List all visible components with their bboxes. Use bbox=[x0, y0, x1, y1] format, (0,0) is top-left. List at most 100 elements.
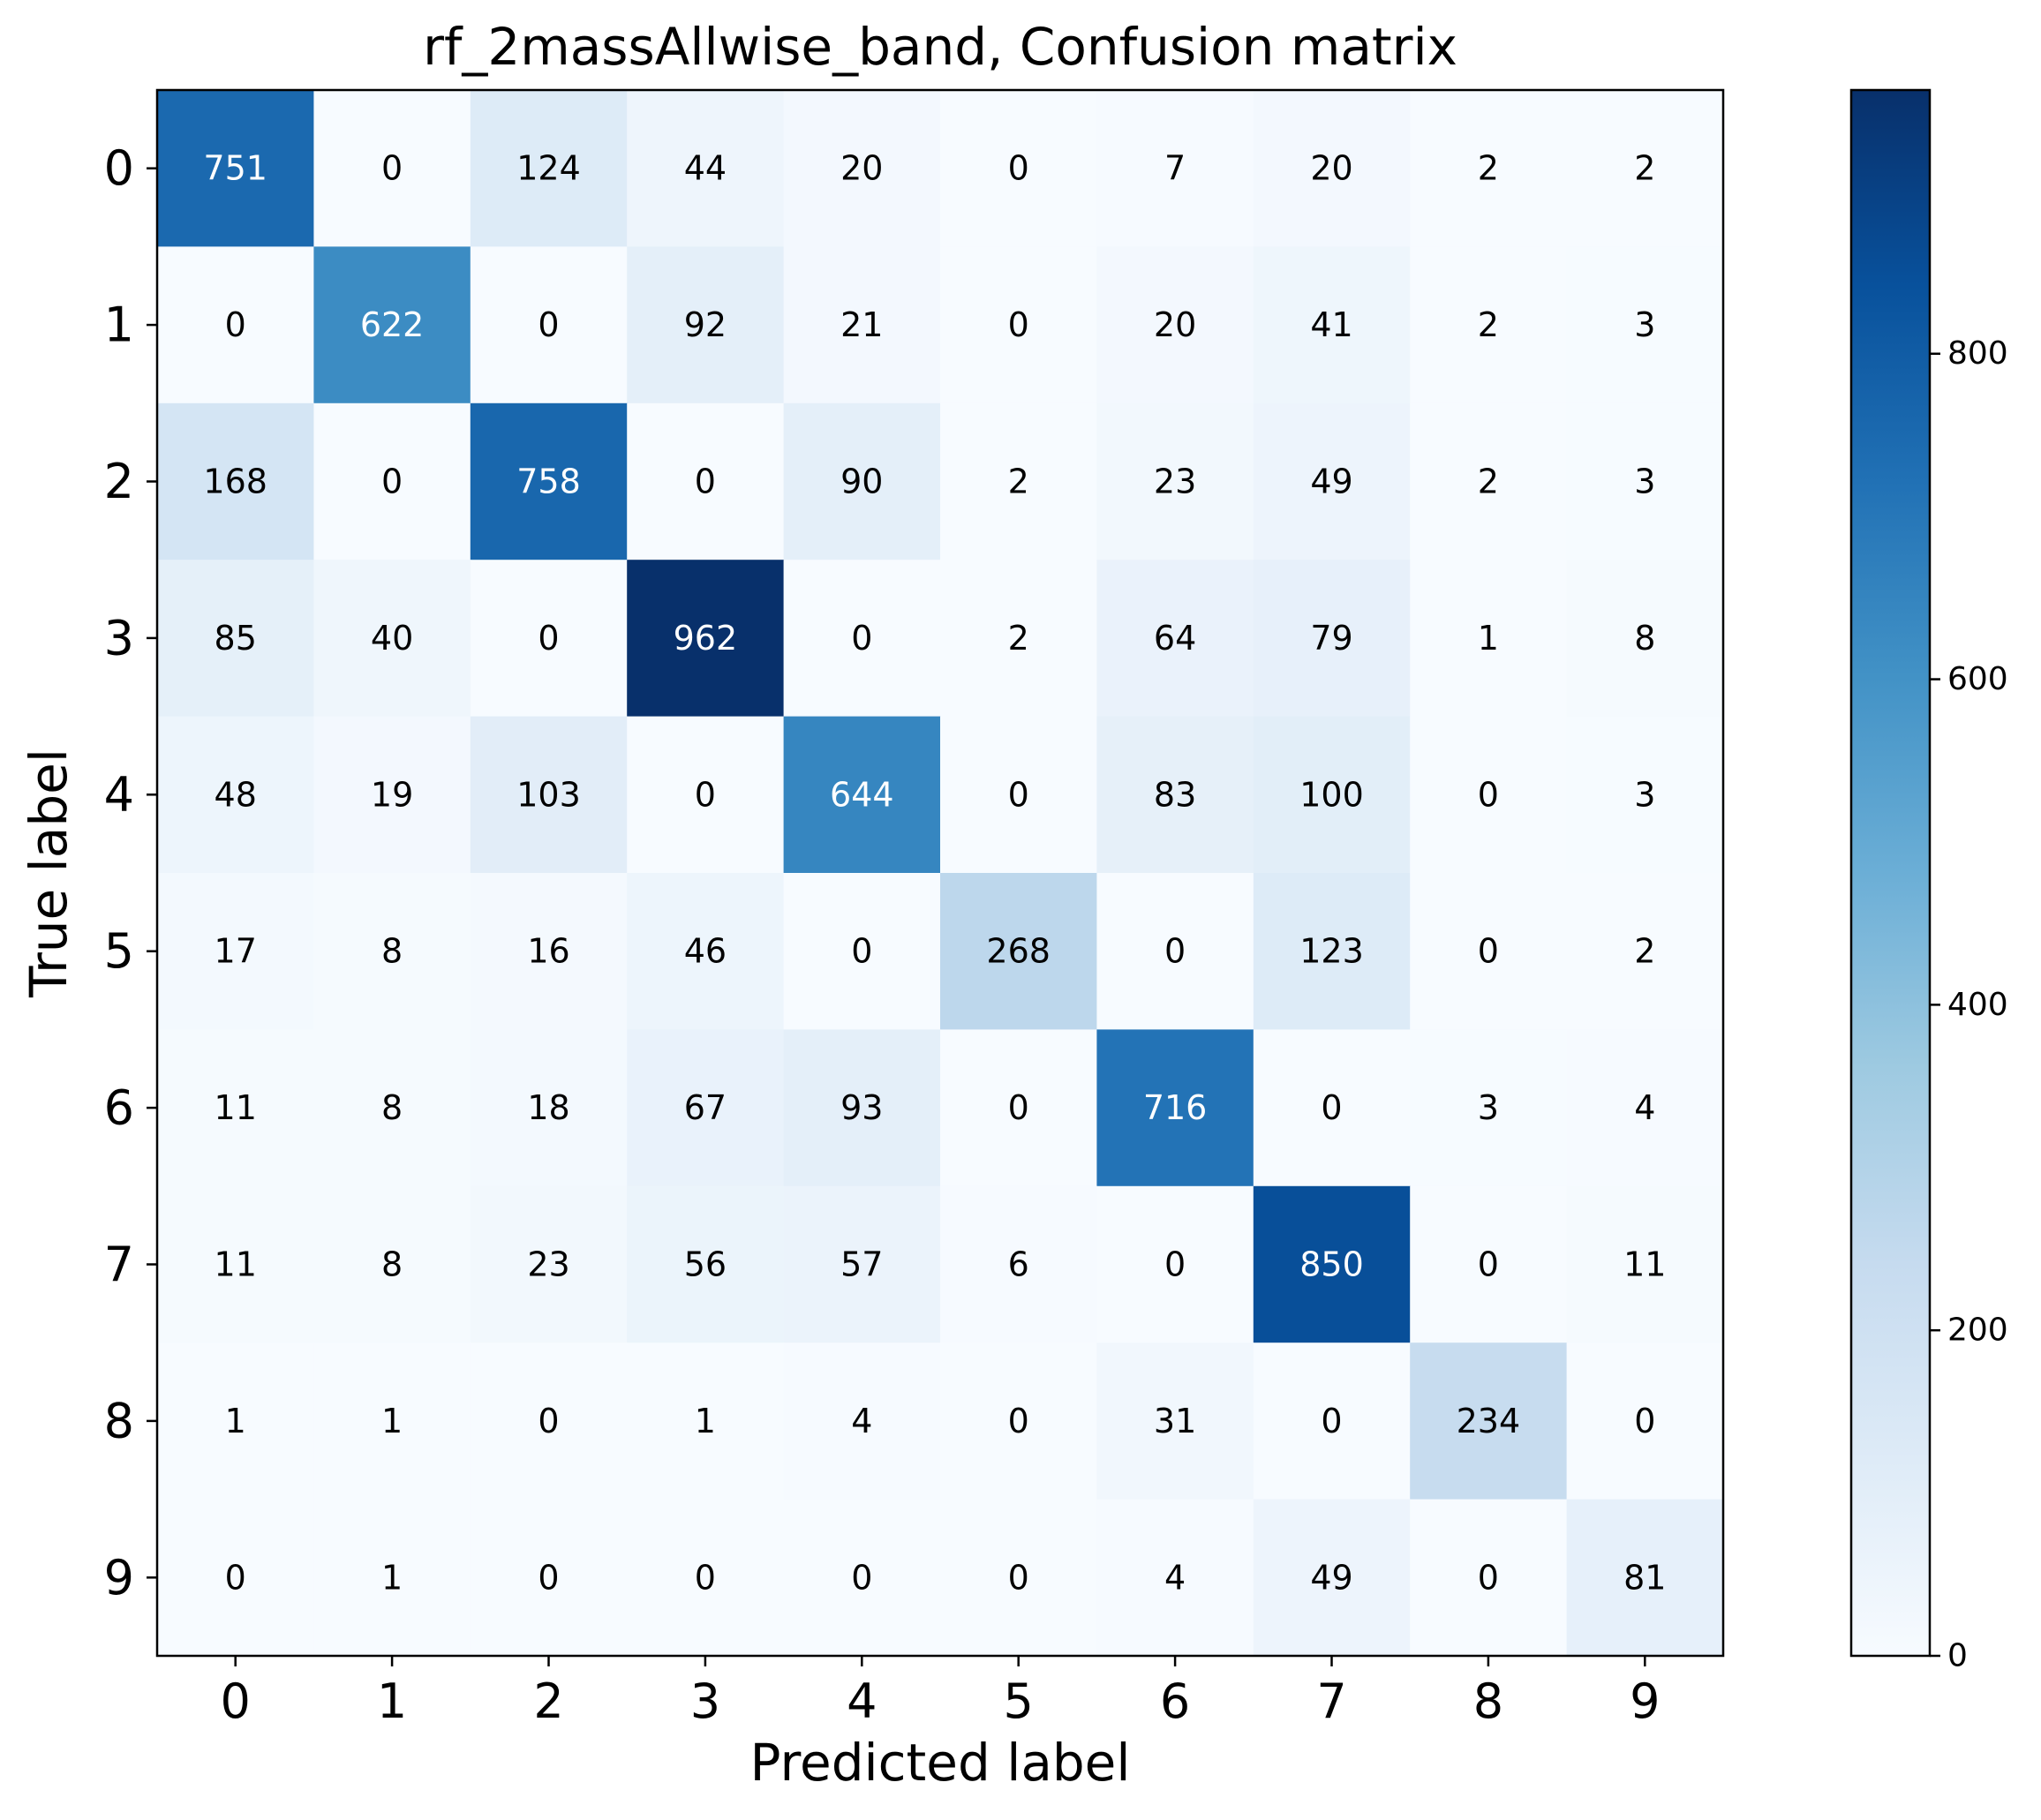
cell-value-label: 0 bbox=[538, 1558, 559, 1597]
cell-value-label: 100 bbox=[1299, 775, 1364, 814]
cell-value-label: 11 bbox=[1623, 1245, 1666, 1284]
cell-value-label: 46 bbox=[684, 932, 727, 971]
cell-value-label: 0 bbox=[851, 1558, 872, 1597]
heatmap-cell bbox=[627, 1499, 785, 1657]
cell-value-label: 0 bbox=[1478, 1558, 1499, 1597]
cell-value-label: 758 bbox=[516, 463, 581, 501]
heatmap-cell bbox=[1566, 402, 1724, 560]
heatmap-cell bbox=[940, 1499, 1097, 1657]
y-axis-ticks: 0 1 2 3 4 5 6 7 8 9 bbox=[104, 140, 157, 1606]
cell-value-label: 8 bbox=[381, 932, 403, 971]
heatmap-cell bbox=[783, 1029, 941, 1187]
x-tick-label: 4 bbox=[847, 1673, 877, 1729]
heatmap-cell bbox=[627, 716, 785, 874]
cell-value-label: 64 bbox=[1154, 619, 1196, 658]
heatmap-cell bbox=[313, 716, 471, 874]
cell-value-label: 3 bbox=[1478, 1088, 1499, 1127]
heatmap-cell bbox=[1410, 246, 1568, 404]
y-tick-label: 2 bbox=[104, 454, 134, 509]
colorbar bbox=[1849, 88, 1932, 1658]
chart-title: rf_2massAllwise_band, Confusion matrix bbox=[423, 17, 1457, 77]
cell-value-label: 4 bbox=[851, 1402, 872, 1440]
heatmap-cell bbox=[1410, 1185, 1568, 1343]
heatmap-cell bbox=[1566, 1499, 1724, 1657]
cell-value-label: 3 bbox=[1634, 775, 1655, 814]
heatmap-cell bbox=[313, 402, 471, 560]
cell-value-label: 103 bbox=[516, 775, 581, 814]
cell-value-label: 92 bbox=[684, 305, 727, 344]
heatmap-cell bbox=[313, 873, 471, 1030]
cell-value-label: 0 bbox=[695, 463, 716, 501]
cell-value-label: 1 bbox=[381, 1558, 403, 1597]
heatmap-cell bbox=[783, 1185, 941, 1343]
heatmap-cell bbox=[940, 1185, 1097, 1343]
heatmap-cell bbox=[940, 90, 1097, 247]
cell-value-label: 0 bbox=[1478, 1245, 1499, 1284]
cell-value-label: 11 bbox=[215, 1088, 257, 1127]
heatmap-cell bbox=[157, 1342, 314, 1500]
cell-value-label: 49 bbox=[1310, 1558, 1352, 1597]
cell-value-label: 8 bbox=[1634, 619, 1655, 658]
cell-value-label: 0 bbox=[851, 932, 872, 971]
heatmap-cell bbox=[940, 1029, 1097, 1187]
heatmap-cell bbox=[1410, 1342, 1568, 1500]
heatmap-cell bbox=[1096, 1029, 1254, 1187]
cell-value-label: 0 bbox=[1008, 1558, 1029, 1597]
heatmap-cell bbox=[1253, 1342, 1411, 1500]
heatmap-cell bbox=[1253, 90, 1411, 247]
heatmap-cell bbox=[940, 560, 1097, 718]
cell-value-label: 0 bbox=[1634, 1402, 1655, 1440]
heatmap-cell bbox=[1253, 1029, 1411, 1187]
cell-value-label: 0 bbox=[538, 305, 559, 344]
cell-value-label: 2 bbox=[1478, 463, 1499, 501]
colorbar-tick-label: 800 bbox=[1947, 335, 2008, 372]
cell-value-label: 8 bbox=[381, 1245, 403, 1284]
x-tick-label: 0 bbox=[221, 1673, 251, 1729]
heatmap-cell bbox=[157, 90, 314, 247]
heatmap-cell bbox=[313, 1499, 471, 1657]
x-axis-ticks: 0 1 2 3 4 5 6 7 8 9 bbox=[221, 1656, 1660, 1729]
cell-value-label: 90 bbox=[840, 463, 883, 501]
heatmap-cell bbox=[940, 402, 1097, 560]
cell-value-label: 81 bbox=[1623, 1558, 1666, 1597]
x-tick-label: 2 bbox=[533, 1673, 563, 1729]
y-axis-title: True label bbox=[19, 748, 79, 998]
heatmap-cell bbox=[627, 873, 785, 1030]
cell-value-label: 0 bbox=[225, 305, 246, 344]
cell-value-label: 0 bbox=[225, 1558, 246, 1597]
heatmap-cell bbox=[157, 1185, 314, 1343]
x-tick-label: 3 bbox=[690, 1673, 720, 1729]
cell-value-label: 716 bbox=[1143, 1088, 1208, 1127]
cell-value-label: 3 bbox=[1634, 463, 1655, 501]
heatmap-cell bbox=[627, 402, 785, 560]
heatmap-cell bbox=[157, 246, 314, 404]
heatmap-cell bbox=[783, 90, 941, 247]
cell-value-label: 0 bbox=[1321, 1402, 1342, 1440]
cell-value-label: 0 bbox=[538, 1402, 559, 1440]
y-tick-label: 8 bbox=[104, 1393, 134, 1448]
heatmap-cell bbox=[470, 402, 628, 560]
y-tick-label: 5 bbox=[104, 923, 134, 979]
y-tick-label: 9 bbox=[104, 1550, 134, 1606]
cell-value-label: 0 bbox=[381, 149, 403, 188]
heatmap-cell bbox=[1410, 716, 1568, 874]
heatmap-cell bbox=[1096, 1499, 1254, 1657]
cell-value-label: 0 bbox=[1164, 932, 1186, 971]
heatmap-cell bbox=[1410, 873, 1568, 1030]
heatmap-cell bbox=[1566, 1185, 1724, 1343]
cell-value-label: 20 bbox=[840, 149, 883, 188]
cell-value-label: 962 bbox=[674, 619, 738, 658]
heatmap-cell bbox=[940, 873, 1097, 1030]
heatmap-cell bbox=[940, 246, 1097, 404]
cell-value-label: 0 bbox=[695, 775, 716, 814]
cell-value-label: 79 bbox=[1310, 619, 1352, 658]
heatmap-cell bbox=[1096, 873, 1254, 1030]
heatmap-cell bbox=[313, 246, 471, 404]
heatmap-cell bbox=[1410, 560, 1568, 718]
cell-value-label: 123 bbox=[1299, 932, 1364, 971]
cell-value-label: 1 bbox=[381, 1402, 403, 1440]
colorbar-tick-label: 200 bbox=[1947, 1312, 2008, 1349]
cell-value-label: 2 bbox=[1478, 305, 1499, 344]
